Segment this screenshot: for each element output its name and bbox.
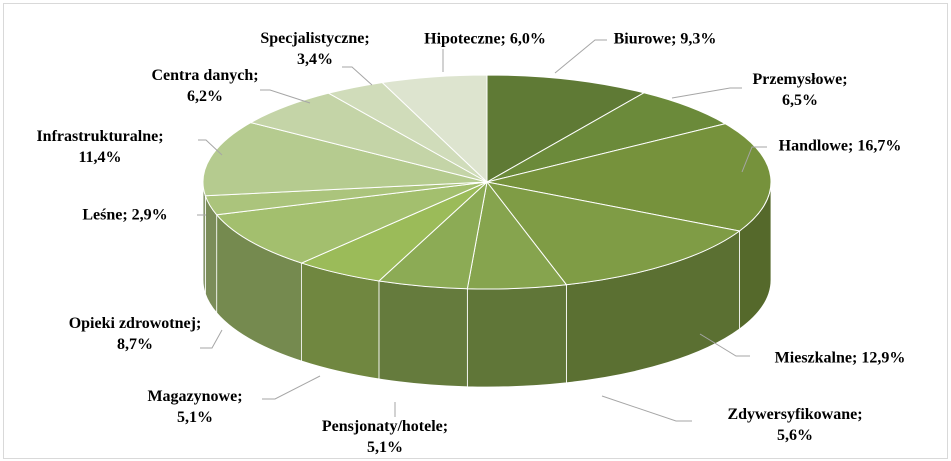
label-separator: ; bbox=[852, 349, 862, 367]
label-category: Opieki zdrowotnej bbox=[68, 315, 196, 332]
label-category: Specjalistyczne bbox=[260, 30, 365, 47]
label-value: 5,6% bbox=[777, 427, 813, 444]
label-category: Magazynowe bbox=[147, 388, 238, 405]
data-label: Specjalistyczne; 3,4% bbox=[245, 28, 385, 70]
label-value: 12,9% bbox=[861, 349, 906, 367]
label-category: Hipoteczne bbox=[424, 30, 501, 48]
leader-line bbox=[262, 375, 321, 400]
slice bbox=[202, 122, 488, 197]
leader-line bbox=[601, 395, 692, 422]
data-label: Infrastrukturalne; 11,4% bbox=[25, 126, 175, 168]
slice bbox=[486, 92, 727, 183]
label-category: Zdywersyfikowane bbox=[727, 406, 858, 423]
label-separator: ; bbox=[364, 30, 370, 47]
label-category: Infrastrukturalne bbox=[36, 128, 159, 145]
leader-line bbox=[741, 146, 767, 173]
slice bbox=[486, 123, 772, 232]
data-label: Centra danych; 6,2% bbox=[143, 65, 268, 107]
leader-line bbox=[342, 66, 373, 86]
chart-border bbox=[3, 3, 948, 459]
slice bbox=[486, 74, 646, 183]
leader-line bbox=[671, 87, 742, 99]
label-value: 5,1% bbox=[367, 439, 403, 456]
label-category: Handlowe bbox=[778, 137, 848, 155]
leader-line bbox=[200, 329, 223, 349]
data-label: Handlowe; 16,7% bbox=[740, 136, 940, 157]
leader-line bbox=[699, 333, 750, 357]
label-value: 6,2% bbox=[187, 88, 223, 105]
data-label: Przemysłowe; 6,5% bbox=[743, 69, 858, 111]
data-label: Magazynowe; 5,1% bbox=[140, 386, 250, 428]
data-label: Zdywersyfikowane; 5,6% bbox=[715, 404, 875, 446]
data-label: Pensjonaty/hotele; 5,1% bbox=[310, 416, 460, 458]
label-separator: ; bbox=[442, 418, 449, 435]
label-separator: ; bbox=[237, 388, 243, 405]
data-label: Biurowe; 9,3% bbox=[565, 29, 765, 50]
label-separator: ; bbox=[500, 30, 510, 48]
slice-side bbox=[378, 280, 468, 388]
slice-side bbox=[301, 262, 380, 380]
slice-side bbox=[202, 181, 206, 294]
leader-line bbox=[554, 39, 607, 74]
label-separator: ; bbox=[122, 206, 132, 224]
label-category: Centra danych bbox=[151, 67, 254, 84]
label-separator: ; bbox=[195, 315, 202, 332]
slice bbox=[381, 74, 488, 184]
label-separator: ; bbox=[842, 71, 848, 88]
label-value: 16,7% bbox=[857, 137, 902, 155]
label-category: Biurowe bbox=[613, 30, 672, 48]
data-label: Mieszkalne; 12,9% bbox=[740, 348, 940, 369]
label-separator: ; bbox=[253, 67, 259, 84]
label-category: Mieszkalne bbox=[774, 349, 852, 367]
data-label: Opieki zdrowotnej; 8,7% bbox=[65, 313, 205, 355]
label-category: Pensjonaty/hotele bbox=[321, 418, 443, 435]
label-category: Przemysłowe bbox=[752, 71, 843, 88]
slice bbox=[485, 181, 741, 286]
label-value: 11,4% bbox=[78, 149, 122, 166]
label-value: 8,7% bbox=[117, 336, 153, 353]
label-value: 9,3% bbox=[680, 30, 717, 48]
data-label: Hipoteczne; 6,0% bbox=[385, 29, 585, 50]
label-category: Leśne bbox=[82, 206, 123, 224]
label-value: 6,0% bbox=[509, 30, 546, 48]
slice bbox=[215, 181, 488, 264]
label-value: 5,1% bbox=[177, 409, 213, 426]
slice-side bbox=[466, 284, 567, 388]
label-separator: ; bbox=[848, 137, 858, 155]
label-value: 2,9% bbox=[131, 206, 168, 224]
label-value: 3,4% bbox=[297, 51, 333, 68]
label-separator: ; bbox=[857, 406, 863, 423]
leader-line bbox=[198, 139, 223, 156]
leader-line bbox=[260, 89, 311, 104]
label-separator: ; bbox=[671, 30, 681, 48]
label-value: 6,5% bbox=[782, 92, 818, 109]
data-label: Leśne; 2,9% bbox=[25, 205, 225, 226]
label-separator: ; bbox=[158, 128, 164, 145]
